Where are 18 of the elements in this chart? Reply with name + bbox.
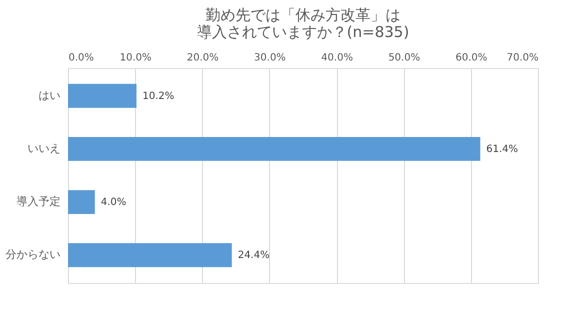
x-tick-label: 0.0% xyxy=(68,52,94,64)
text: 導入されていますか？(n=835) xyxy=(196,23,410,41)
x-tick-label: 70.0% xyxy=(506,52,538,64)
data-label: 24.4% xyxy=(238,250,270,262)
x-tick-label: 20.0% xyxy=(186,52,219,64)
x-tick-label: 40.0% xyxy=(321,52,353,64)
y-tick-label: いいえ xyxy=(28,142,60,155)
data-label: 10.2% xyxy=(142,90,174,102)
y-tick-label: 導入予定 xyxy=(16,195,60,208)
data-label: 4.0% xyxy=(100,197,126,208)
x-tick-label: 50.0% xyxy=(388,52,420,64)
x-tick-label: 30.0% xyxy=(254,52,286,64)
x-tick-label: 60.0% xyxy=(455,52,488,64)
text: 勤め先では「休み方改革」は xyxy=(206,6,400,24)
y-tick-label: はい xyxy=(38,88,60,102)
data-label: 61.4% xyxy=(486,144,518,155)
y-tick-label: 分からない xyxy=(6,248,60,262)
x-tick-label: 10.0% xyxy=(120,52,152,64)
